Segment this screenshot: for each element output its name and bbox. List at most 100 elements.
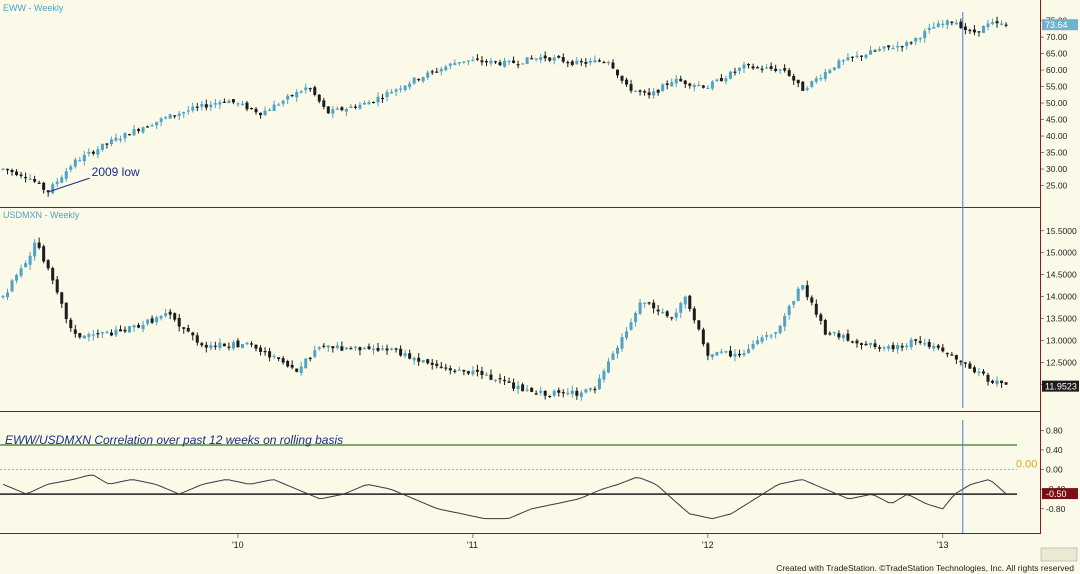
- eww-candle: [150, 123, 154, 127]
- usdmxn-candle: [823, 318, 827, 336]
- usdmxn-candle: [756, 335, 760, 346]
- usdmxn-candle: [507, 377, 511, 383]
- usdmxn-candle: [891, 342, 895, 353]
- eww-candle: [78, 156, 82, 162]
- usdmxn-candle: [710, 353, 714, 361]
- eww-candle: [823, 68, 827, 82]
- eww-candle: [430, 69, 434, 75]
- usdmxn-candle: [118, 325, 122, 332]
- usdmxn-candle: [272, 354, 276, 360]
- eww-candle: [118, 135, 122, 143]
- eww-candle: [756, 65, 760, 69]
- eww-candle: [60, 175, 64, 184]
- usdmxn-candle: [972, 365, 976, 374]
- eww-candle: [421, 76, 425, 84]
- usdmxn-candle: [367, 343, 371, 350]
- eww-candle: [457, 62, 461, 66]
- eww-candle: [73, 157, 77, 169]
- eww-candle: [692, 82, 696, 92]
- eww-candle: [168, 113, 172, 119]
- correlation-tick-label: 0.40: [1046, 445, 1063, 455]
- usdmxn-candle: [516, 381, 520, 395]
- usdmxn-candle: [543, 390, 547, 400]
- usdmxn-tick-label: 15.0000: [1046, 248, 1077, 258]
- usdmxn-candle: [105, 330, 109, 334]
- usdmxn-candle: [954, 354, 958, 364]
- usdmxn-candle: [787, 304, 791, 320]
- usdmxn-candle: [42, 244, 46, 264]
- eww-candle: [462, 61, 466, 64]
- eww-candle: [832, 67, 836, 71]
- eww-candle: [742, 61, 746, 74]
- eww-candle: [900, 45, 904, 52]
- usdmxn-candle: [10, 278, 14, 293]
- usdmxn-candle: [625, 326, 629, 341]
- eww-candle: [512, 56, 516, 64]
- usdmxn-candle: [534, 390, 538, 396]
- eww-candle: [295, 89, 299, 102]
- eww-candle: [634, 90, 638, 93]
- usdmxn-candle: [326, 345, 330, 352]
- usdmxn-candle: [46, 259, 50, 271]
- axis-scroll-box[interactable]: [1040, 547, 1078, 562]
- usdmxn-candle: [620, 333, 624, 352]
- usdmxn-candle: [78, 332, 82, 340]
- eww-candle: [525, 57, 529, 65]
- usdmxn-candle: [905, 343, 909, 351]
- eww-candle: [412, 77, 416, 86]
- eww-candle: [10, 168, 14, 176]
- eww-candle: [42, 182, 46, 194]
- eww-candle: [344, 107, 348, 117]
- usdmxn-candle: [760, 334, 764, 345]
- usdmxn-candle: [480, 366, 484, 380]
- eww-candle: [765, 64, 769, 70]
- usdmxn-candle: [670, 316, 674, 321]
- usdmxn-candle: [977, 367, 981, 377]
- eww-candle: [882, 46, 886, 52]
- usdmxn-candle: [412, 356, 416, 365]
- eww-candle: [534, 57, 538, 62]
- usdmxn-candle: [394, 347, 398, 353]
- usdmxn-candle: [159, 314, 163, 321]
- usdmxn-candle: [887, 344, 891, 352]
- eww-candle: [543, 51, 547, 62]
- usdmxn-tick-label: 13.0000: [1046, 336, 1077, 346]
- usdmxn-candle: [941, 343, 945, 353]
- usdmxn-candle: [665, 310, 669, 318]
- usdmxn-candle: [819, 312, 823, 325]
- eww-candle: [891, 44, 895, 50]
- eww-candle: [489, 57, 493, 67]
- eww-candle: [100, 143, 104, 152]
- usdmxn-candle: [349, 346, 353, 350]
- usdmxn-candle: [692, 306, 696, 324]
- usdmxn-candle: [24, 260, 28, 268]
- usdmxn-candle: [968, 361, 972, 369]
- usdmxn-candle: [597, 374, 601, 390]
- usdmxn-candle: [6, 288, 10, 301]
- eww-candle: [896, 41, 900, 52]
- usdmxn-candle: [128, 325, 132, 333]
- eww-candle: [245, 101, 249, 112]
- usdmxn-candle: [796, 286, 800, 302]
- eww-candle: [277, 102, 281, 106]
- eww-tick-label: 25.00: [1046, 181, 1068, 191]
- eww-candle: [588, 57, 592, 66]
- eww-candle: [186, 106, 190, 115]
- eww-candles: [1, 16, 1008, 197]
- usdmxn-candle: [231, 339, 235, 351]
- usdmxn-candle: [146, 319, 150, 326]
- time-tick-label: '13: [937, 540, 949, 550]
- usdmxn-candle: [222, 343, 226, 347]
- usdmxn-candle: [381, 345, 385, 351]
- usdmxn-candle: [236, 338, 240, 348]
- eww-candle: [484, 59, 488, 67]
- eww-candle: [123, 131, 127, 143]
- usdmxn-candle: [385, 344, 389, 355]
- correlation-last-value: -0.50: [1046, 489, 1067, 499]
- usdmxn-candle: [927, 338, 931, 350]
- eww-candle: [182, 111, 186, 118]
- eww-candle: [629, 79, 633, 94]
- usdmxn-candle: [828, 331, 832, 336]
- eww-candle: [259, 112, 263, 119]
